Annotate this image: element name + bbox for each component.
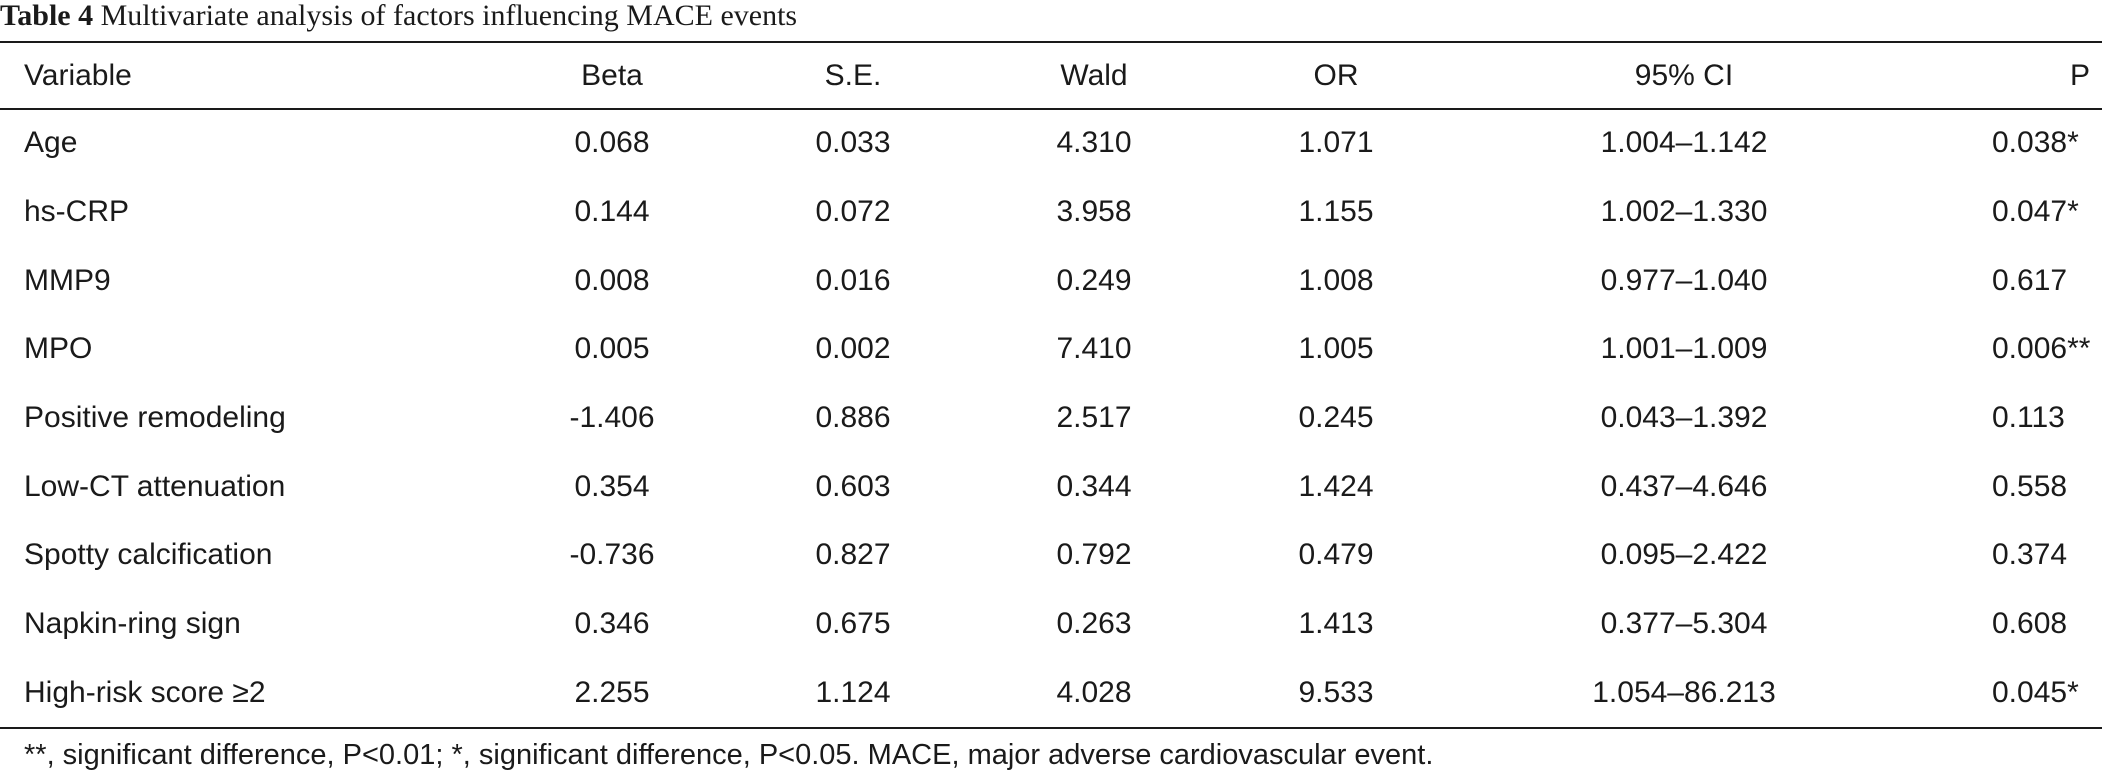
cell-beta: 0.008 xyxy=(574,263,650,297)
multivariate-analysis-table: Variable Beta S.E. Wald OR 95% CI P Age 0… xyxy=(0,43,2102,727)
cell-wald: 3.958 xyxy=(1056,195,1132,229)
cell-se: 0.002 xyxy=(815,332,891,366)
table-row: MMP9 0.008 0.016 0.249 1.008 0.977–1.040 0.617 xyxy=(0,246,2102,315)
cell-or: 1.155 xyxy=(1298,195,1374,229)
cell-or: 0.245 xyxy=(1298,401,1374,435)
cell-se: 0.675 xyxy=(815,607,891,641)
cell-wald: 0.263 xyxy=(1056,607,1132,641)
header-rule xyxy=(0,108,2102,110)
cell-p: 0.617 xyxy=(1910,246,2102,315)
cell-variable: Age xyxy=(24,126,78,160)
cell-se: 0.886 xyxy=(815,401,891,435)
cell-or: 1.413 xyxy=(1298,607,1374,641)
cell-wald: 4.028 xyxy=(1056,675,1132,709)
header-beta: Beta xyxy=(581,59,643,92)
header-p: P xyxy=(1910,43,2102,109)
cell-ci: 0.095–2.422 xyxy=(1600,538,1768,572)
cell-ci: 0.437–4.646 xyxy=(1600,469,1768,503)
cell-wald: 7.410 xyxy=(1056,332,1132,366)
table-row: High-risk score ≥2 2.255 1.124 4.028 9.533 1.… xyxy=(0,659,2102,728)
cell-or: 0.479 xyxy=(1298,538,1374,572)
cell-ci: 1.002–1.330 xyxy=(1600,195,1768,229)
p-value: 0.038* xyxy=(1992,126,2079,160)
cell-or: 1.424 xyxy=(1298,469,1374,503)
cell-beta: 0.005 xyxy=(574,332,650,366)
cell-beta: 0.354 xyxy=(574,469,650,503)
header-wald: Wald xyxy=(1060,59,1128,92)
p-value: 0.045* xyxy=(1992,675,2079,709)
table-row: Low-CT attenuation 0.354 0.603 0.344 1.424 0.… xyxy=(0,452,2102,521)
table-caption: Table 4 Multivariate analysis of factors… xyxy=(0,0,797,38)
cell-ci: 1.001–1.009 xyxy=(1600,332,1768,366)
cell-beta: 0.068 xyxy=(574,126,650,160)
header-p-label: P xyxy=(2070,59,2091,92)
p-value: 0.047* xyxy=(1992,195,2079,229)
table-row: hs-CRP 0.144 0.072 3.958 1.155 1.002–1.330 0.0… xyxy=(0,178,2102,247)
cell-se: 0.016 xyxy=(815,263,891,297)
cell-variable: Low-CT attenuation xyxy=(24,469,286,503)
cell-variable: hs-CRP xyxy=(24,195,130,229)
cell-or: 1.005 xyxy=(1298,332,1374,366)
cell-p: 0.047* xyxy=(1910,178,2102,247)
table-row: Age 0.068 0.033 4.310 1.071 1.004–1.142 0.038* xyxy=(0,109,2102,178)
cell-beta: 0.346 xyxy=(574,607,650,641)
cell-wald: 2.517 xyxy=(1056,401,1132,435)
p-value: 0.374 xyxy=(1992,538,2068,572)
table-row: Spotty calcification -0.736 0.827 0.792 0.47… xyxy=(0,521,2102,590)
cell-ci: 0.977–1.040 xyxy=(1600,263,1768,297)
cell-or: 1.008 xyxy=(1298,263,1374,297)
cell-se: 1.124 xyxy=(815,675,891,709)
cell-wald: 0.344 xyxy=(1056,469,1132,503)
table-row: Napkin-ring sign 0.346 0.675 0.263 1.413 0.37… xyxy=(0,590,2102,659)
cell-beta: 2.255 xyxy=(574,675,650,709)
p-value: 0.617 xyxy=(1992,263,2068,297)
cell-variable: Positive remodeling xyxy=(24,401,286,435)
table-footnote: **, significant difference, P<0.01; *, s… xyxy=(24,739,1434,771)
cell-or: 1.071 xyxy=(1298,126,1374,160)
cell-ci: 1.054–86.213 xyxy=(1592,675,1776,709)
cell-wald: 0.249 xyxy=(1056,263,1132,297)
cell-or: 9.533 xyxy=(1298,675,1374,709)
table-body: Age 0.068 0.033 4.310 1.071 1.004–1.142 0.038*… xyxy=(0,109,2102,727)
cell-p: 0.038* xyxy=(1910,109,2102,178)
header-variable: Variable xyxy=(24,59,132,92)
cell-beta: -1.406 xyxy=(569,401,655,435)
cell-ci: 1.004–1.142 xyxy=(1600,126,1768,160)
cell-ci: 0.043–1.392 xyxy=(1600,401,1768,435)
top-rule xyxy=(0,41,2102,43)
cell-p: 0.006** xyxy=(1910,315,2102,384)
cell-wald: 0.792 xyxy=(1056,538,1132,572)
p-value: 0.113 xyxy=(1992,401,2065,435)
cell-variable: Napkin-ring sign xyxy=(24,607,241,641)
cell-ci: 0.377–5.304 xyxy=(1600,607,1768,641)
cell-variable: High-risk score ≥2 xyxy=(24,675,266,709)
cell-se: 0.072 xyxy=(815,195,891,229)
p-value: 0.608 xyxy=(1992,607,2068,641)
cell-p: 0.374 xyxy=(1910,521,2102,590)
cell-beta: -0.736 xyxy=(569,538,655,572)
cell-p: 0.608 xyxy=(1910,590,2102,659)
cell-wald: 4.310 xyxy=(1056,126,1132,160)
bottom-rule xyxy=(0,727,2102,729)
table-row: Positive remodeling -1.406 0.886 2.517 0.245… xyxy=(0,384,2102,453)
table-title: Multivariate analysis of factors influen… xyxy=(100,0,798,32)
table-number: Table 4 xyxy=(0,0,94,32)
cell-p: 0.045* xyxy=(1910,659,2102,728)
cell-se: 0.827 xyxy=(815,538,891,572)
cell-variable: MMP9 xyxy=(24,263,111,297)
p-value: 0.006** xyxy=(1992,332,2091,366)
cell-se: 0.033 xyxy=(815,126,891,160)
header-ci: 95% CI xyxy=(1634,59,1734,92)
cell-p: 0.558 xyxy=(1910,452,2102,521)
cell-se: 0.603 xyxy=(815,469,891,503)
p-value: 0.558 xyxy=(1992,469,2068,503)
cell-p: 0.113 xyxy=(1910,384,2102,453)
cell-variable: MPO xyxy=(24,332,93,366)
header-or: OR xyxy=(1313,59,1359,92)
table-row: MPO 0.005 0.002 7.410 1.005 1.001–1.009 0.006*… xyxy=(0,315,2102,384)
header-se: S.E. xyxy=(824,59,882,92)
cell-variable: Spotty calcification xyxy=(24,538,273,572)
header-row: Variable Beta S.E. Wald OR 95% CI P xyxy=(0,43,2102,109)
cell-beta: 0.144 xyxy=(574,195,650,229)
